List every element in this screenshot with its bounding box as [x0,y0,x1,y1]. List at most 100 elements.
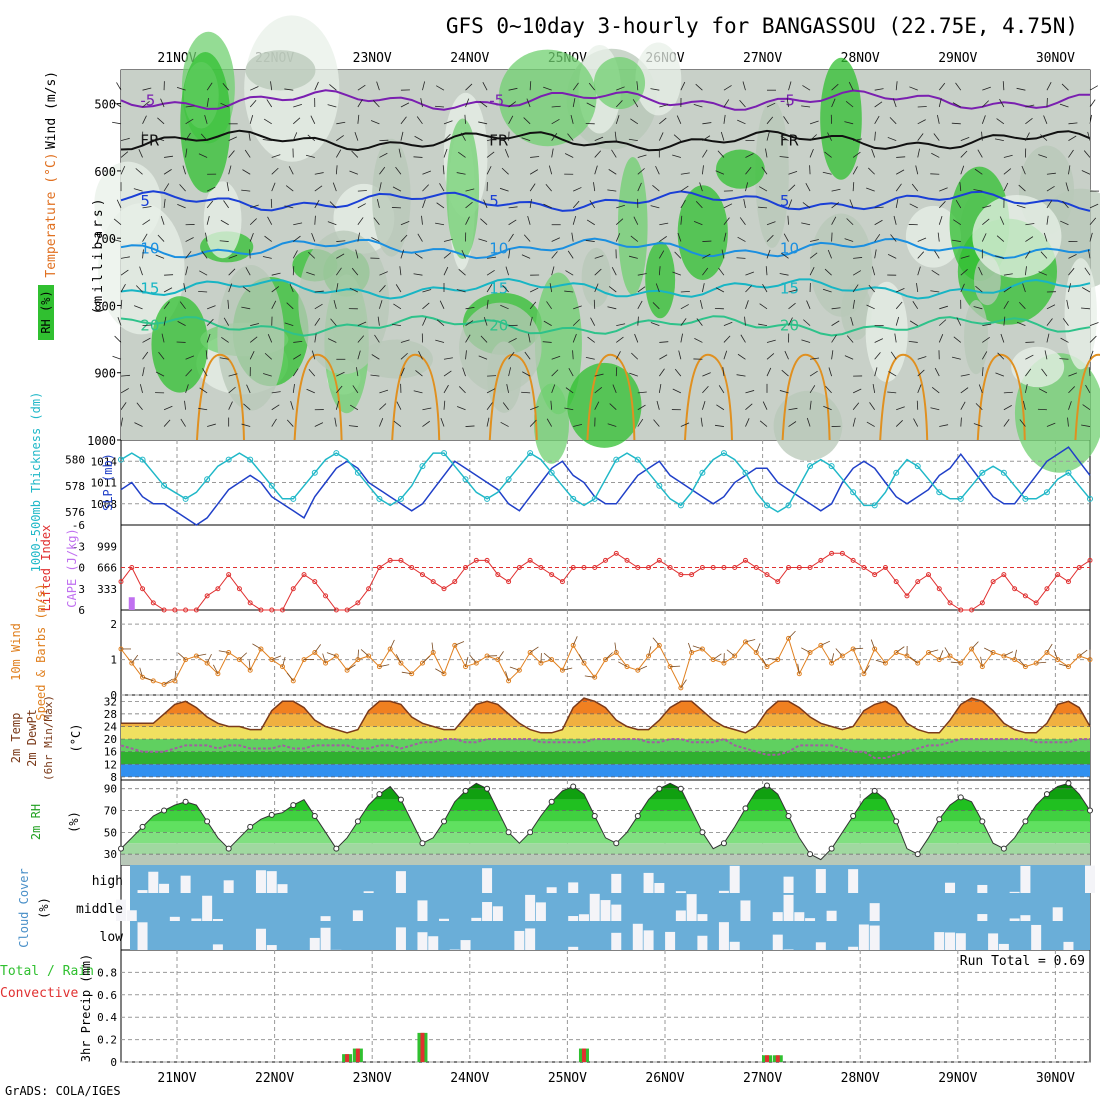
temp-axis-label-d: (°C) [69,724,83,753]
wind-barb [852,388,862,394]
wind-barb [1068,165,1071,175]
wind-barb [465,425,475,427]
thickness-point [828,463,835,470]
cloud-cell [352,910,363,921]
wind-barb [379,182,382,192]
wind-barb [1043,115,1048,124]
wind-barb [618,661,628,668]
wind-barb [590,317,596,326]
isotherm-25 [196,353,245,441]
wind-barb [982,100,989,108]
wind-barb [120,417,123,427]
wind-barb [745,167,752,175]
rh-blob [372,138,411,257]
wind-barb [164,155,174,158]
wind-barb [486,284,493,293]
wind-point [258,646,264,652]
wind-barb [636,81,639,91]
wind-barb [177,204,186,209]
cloud-cell [1020,865,1031,893]
wind-barb [263,118,272,125]
wind-barb [783,233,789,242]
wind-barb [938,216,943,225]
wind-barb [874,352,881,360]
wind-axis-label-b: Speed & Barbs (m/s) [34,583,48,720]
li-point [893,579,899,585]
wind-barb [973,423,983,427]
wind-point [882,660,888,666]
date-label-bottom: 28NOV [841,1071,880,1086]
wind-barb [206,333,211,343]
wind-barb [766,367,772,377]
wind-barb [546,418,553,427]
rh-point [1087,807,1093,814]
wind-tick-label: 0 [110,689,117,702]
thickness-point [225,456,232,463]
wind-barb [399,266,402,276]
isotherm-line [120,89,1091,111]
wind-barb [1036,661,1047,664]
wind-barb [374,334,380,343]
wind-point [839,653,845,659]
wind-barb [335,149,342,158]
wind-barb [1046,333,1050,343]
li-tick-label: -3 [72,540,85,553]
wind-barb [628,255,638,259]
wind-barb [529,198,532,208]
wind-barb [357,190,367,192]
wind-barb [271,272,281,276]
wind-barb [1053,650,1059,660]
wind-barb [379,403,387,411]
wind-barb [479,101,488,108]
wind-barb [551,384,556,394]
cloud-cell [589,893,600,921]
wind-barb [999,98,1005,108]
thickness-point [419,463,426,470]
wind-barb [937,114,940,124]
wind-barb [335,400,340,410]
wind-barb [116,199,122,209]
wind-barb [379,389,389,394]
isotherm-25 [879,353,929,441]
isotherm-label: 10 [780,239,799,257]
thickness-point [290,495,297,502]
wind-barb [955,199,962,209]
wind-barb [1089,203,1099,209]
li-point [215,586,221,592]
wind-barb [551,133,558,141]
wind-barb [875,659,886,664]
li-point [732,565,738,570]
cape-tick-label: 333 [97,583,117,596]
cloud-cell [772,912,783,921]
rh-point [290,802,297,809]
li-point [559,579,565,585]
isotherm-25 [976,353,1026,441]
wind-barb [896,287,905,293]
wind-barb [1025,236,1034,242]
wind-barb [960,387,969,394]
wind-barb [637,316,639,326]
wind-barb [391,323,401,327]
wind-barb [637,182,642,192]
date-label-bottom: 29NOV [938,1071,977,1086]
wind-barb [241,306,251,310]
wind-barb [241,423,251,427]
wind-barb [228,165,232,175]
wind-barb [572,636,578,646]
rh-point [118,845,124,852]
wind-barb [585,240,595,242]
rh-blob [98,203,185,335]
wind-barb [676,115,682,124]
wind-barb [609,403,617,411]
li-point [624,557,630,563]
rh-blob [180,52,231,193]
pressure-tick-label: 500 [94,98,116,112]
cloud-cell [998,943,1009,950]
li-point [463,565,469,570]
rh-blob [820,57,862,180]
rh-legend-swatch [38,285,54,340]
wind-barb [529,646,539,653]
li-point [1044,586,1050,592]
wind-barb [351,267,359,276]
rh-tick-label: 90 [104,783,117,796]
